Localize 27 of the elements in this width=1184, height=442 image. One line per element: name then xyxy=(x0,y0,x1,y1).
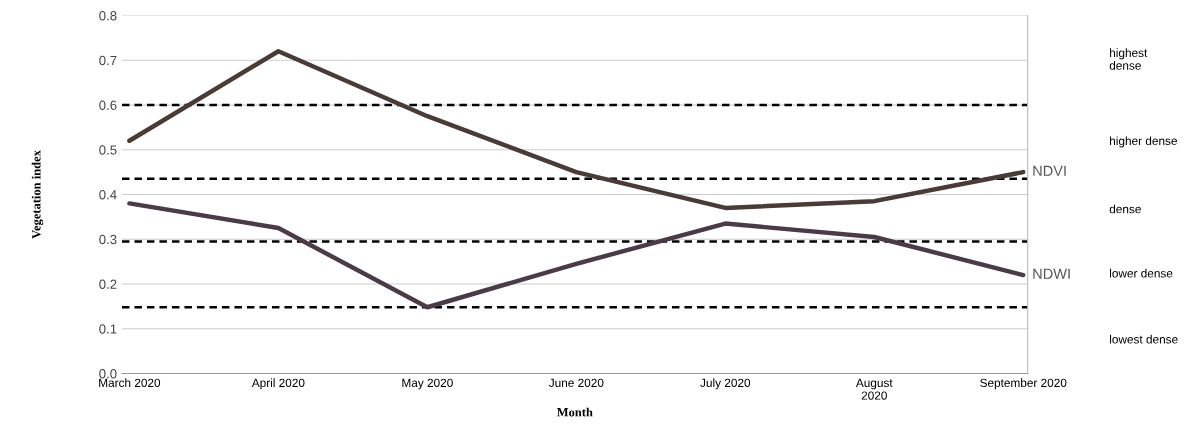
y-tick-label: 0.3 xyxy=(99,234,117,245)
line-series xyxy=(127,49,1026,211)
text: higher dense xyxy=(1110,136,1177,148)
text: lowest dense xyxy=(1110,334,1178,344)
y-tick-label: 0.0 xyxy=(99,369,117,379)
series-label: NDWI xyxy=(1033,268,1070,279)
x-tick-label: September 2020 xyxy=(980,378,1067,390)
y-tick-label: 0.1 xyxy=(99,324,117,334)
text: lower dense xyxy=(1110,268,1173,278)
x-tick-label: May 2020 xyxy=(402,378,453,390)
y-tick-label: 0.8 xyxy=(99,11,117,21)
x-tick-label: March 2020 xyxy=(99,378,161,388)
series-label: NDVI xyxy=(1033,165,1066,176)
x-tick-label: July 2020 xyxy=(700,378,751,390)
y-tick-label: 0.5 xyxy=(99,145,117,155)
y-axis-title: Vegetation index xyxy=(31,150,44,239)
x-tick-label: April 2020 xyxy=(251,378,305,390)
line-series xyxy=(127,201,1026,310)
x-tick-label: August 2020 xyxy=(855,378,893,400)
x-tick-label: June 2020 xyxy=(548,378,604,388)
y-tick-label: 0.2 xyxy=(99,279,117,289)
x-axis-title: Month xyxy=(556,407,593,417)
y-tick-label: 0.4 xyxy=(99,190,117,200)
text: dense xyxy=(1109,204,1141,214)
y-tick-label: 0.7 xyxy=(99,55,117,66)
text: highest dense xyxy=(1109,48,1148,70)
y-tick-label: 0.6 xyxy=(99,100,117,110)
